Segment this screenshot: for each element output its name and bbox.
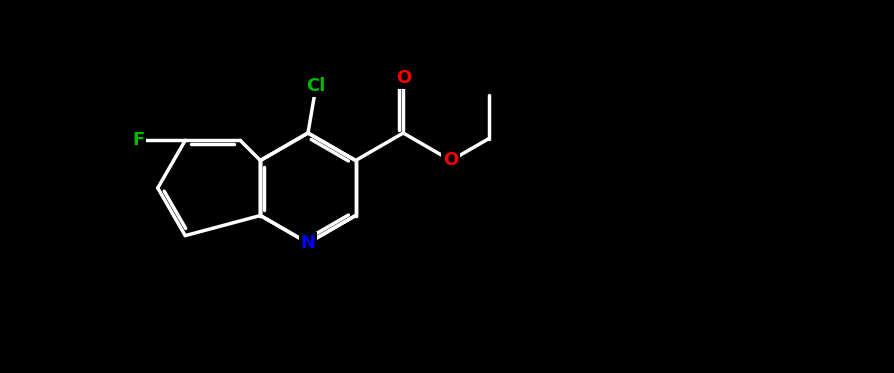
Text: Cl: Cl [306, 77, 325, 95]
Text: N: N [300, 234, 316, 252]
Text: O: O [395, 69, 410, 87]
Text: F: F [132, 131, 145, 149]
Text: O: O [443, 151, 458, 169]
